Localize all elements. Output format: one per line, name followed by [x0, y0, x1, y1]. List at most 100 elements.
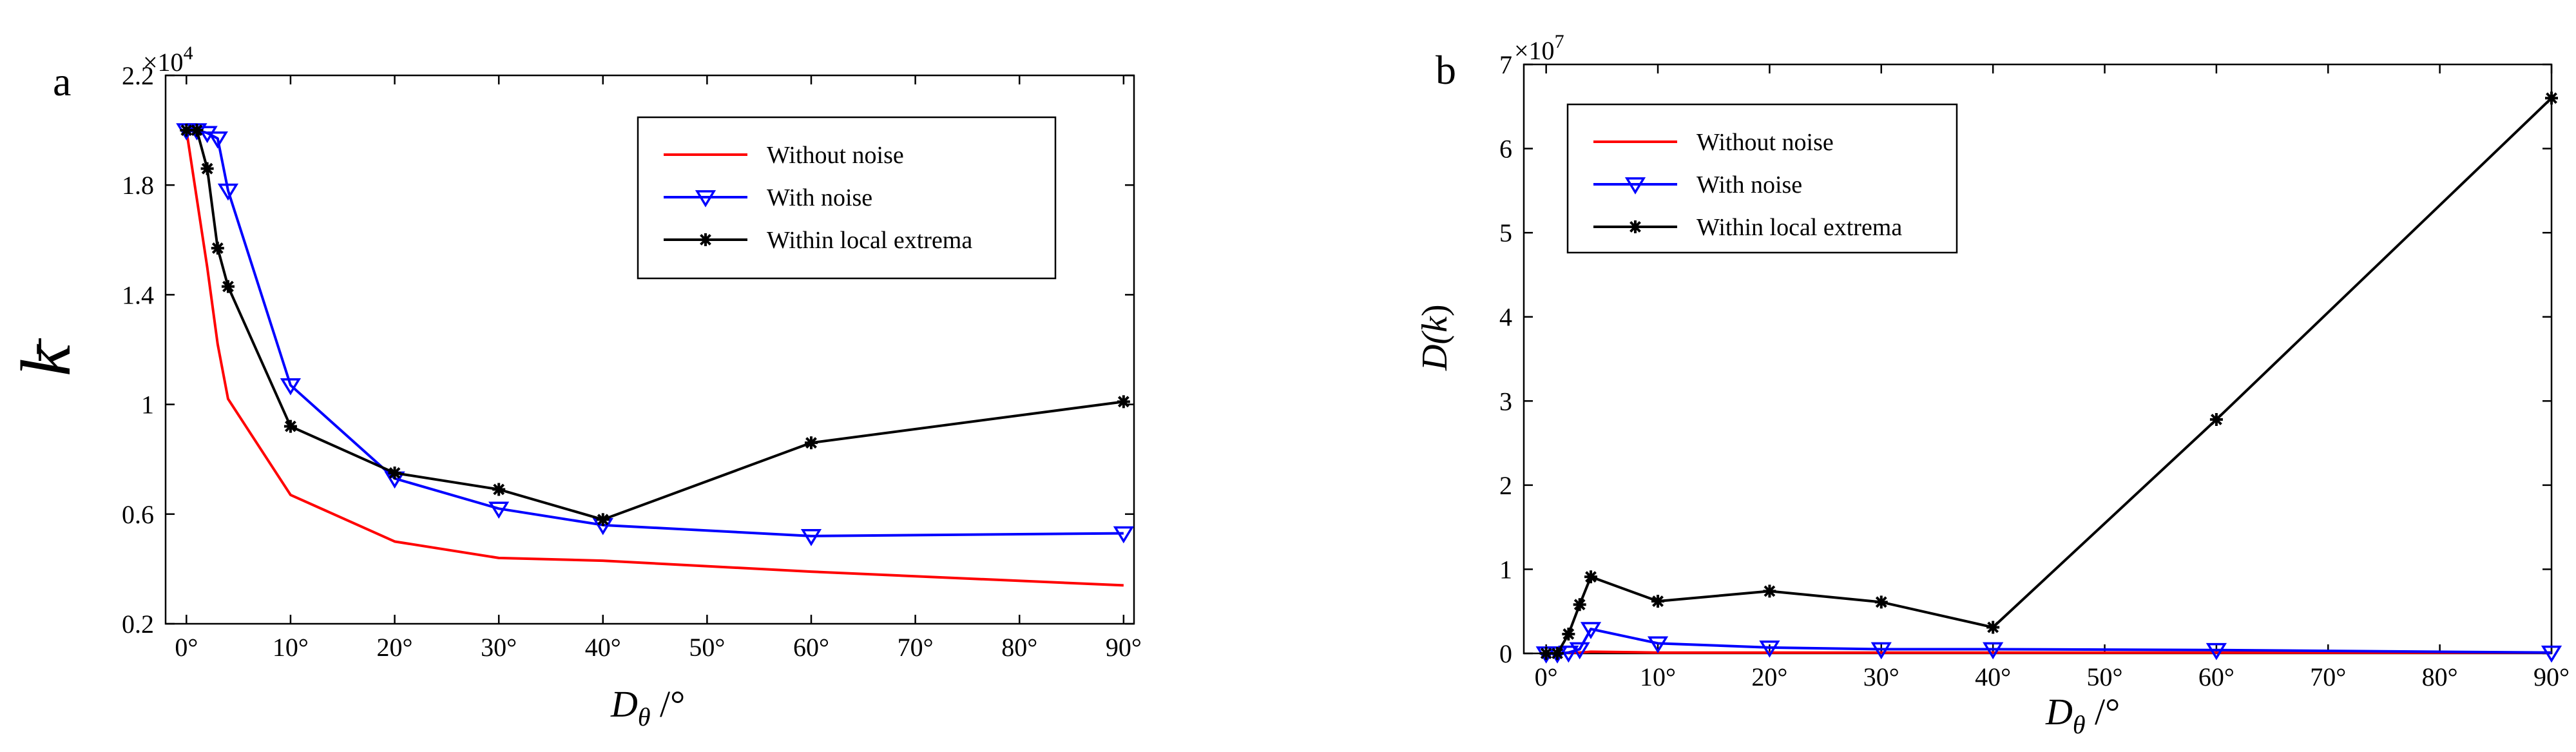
panel-b-data-point — [1983, 642, 2004, 660]
panel-b-x-tick-label: 60° — [2198, 662, 2235, 691]
panel-b-y-tick-label: 0 — [1499, 639, 1512, 668]
panel-b-x-tick-label: 80° — [2422, 662, 2458, 691]
panel-a-x-tick-label: 90° — [1106, 633, 1142, 662]
panel-b-xlabel: Dθ /° — [2045, 691, 2120, 739]
panel-a-ylabel: k — [6, 338, 85, 376]
panel-a-data-point — [388, 466, 401, 479]
panel-b-data-point — [1870, 642, 1892, 660]
panel-a-plot: 0° 10° 20° 30° 40° 50° 60° 70° 80° 90° 0.2 0.6 1 1.4 1… — [122, 61, 1142, 662]
panel-a-data-point — [1113, 526, 1134, 544]
panel-b-data-point — [1647, 636, 1669, 654]
panel-a-y-tick-label: 1.8 — [122, 171, 154, 200]
panel-a-x-tick-label: 80° — [1001, 633, 1037, 662]
panel-a-x-tick-label: 70° — [898, 633, 934, 662]
panel-a-x-tick-label: 10° — [273, 633, 309, 662]
panel-b-data-point — [1573, 598, 1586, 612]
panel-b-exponent-power: 7 — [1555, 31, 1564, 52]
panel-b-legend-entry: Within local extrema — [1593, 214, 1902, 241]
panel-b-data-point — [1562, 627, 1575, 641]
panel-a-x-tick-label: 40° — [585, 633, 621, 662]
panel-a-data-point — [190, 124, 204, 137]
panel-a-series-line — [185, 130, 1124, 587]
panel-b-data-point — [1539, 647, 1553, 660]
panel-b-data-point — [2209, 413, 2223, 427]
panel-b-data-point — [1986, 621, 2000, 634]
panel-a-data-point — [1117, 395, 1130, 409]
panel-b-data-point — [2545, 92, 2558, 105]
panel-a-legend-entry: Without noise — [664, 142, 904, 169]
panel-b-legend-entry: With noise — [1593, 171, 1802, 198]
panel-a-ylabel-text: k — [6, 343, 85, 376]
panel-a-label: a — [53, 59, 71, 104]
panel-b-x-tick-label: 70° — [2310, 662, 2346, 691]
panel-a-legend-entry: With noise — [664, 184, 872, 211]
panel-a-exponent-power: 4 — [184, 43, 193, 64]
panel-a-data-point — [284, 419, 297, 433]
panel-b-series-line — [1546, 628, 2552, 655]
panel-b-data-point — [1569, 642, 1590, 660]
panel-a-legend-entry: Within local extrema — [664, 227, 972, 254]
panel-b-x-tick-label: 90° — [2533, 662, 2570, 691]
panel-a-legend-marker — [695, 190, 716, 207]
panel-a-y-tick-label: 1 — [141, 390, 154, 419]
panel-b-legend-label: Within local extrema — [1697, 214, 1902, 241]
panel-a-data-point — [492, 483, 506, 496]
panel-b-data-point — [1874, 595, 1888, 609]
panel-a-data-point — [217, 183, 239, 201]
panel-b-y-tick-label: 1 — [1499, 555, 1512, 584]
panel-a-data-point — [200, 162, 214, 175]
panel-b-data-point — [2206, 642, 2227, 660]
panel-b-y-tick-label: 2 — [1499, 471, 1512, 500]
panel-b-x-tick-label: 40° — [1975, 662, 2011, 691]
panel-b-x-tick-label: 0° — [1535, 662, 1558, 691]
panel-b-x-tick-label: 50° — [2087, 662, 2123, 691]
panel-a-y-tick-label: 0.6 — [122, 500, 154, 529]
panel-b-data-point — [2541, 645, 2562, 663]
panel-b-legend-marker — [1624, 177, 1646, 195]
panel-a-axes-frame — [164, 74, 1135, 625]
panel-a-x-tick-label: 0° — [175, 633, 198, 662]
panel-a-legend-label: Without noise — [767, 142, 904, 169]
panel-b-data-point — [1551, 647, 1564, 660]
panel-a-data-point — [805, 436, 818, 450]
panel-a-legend-label: Within local extrema — [767, 227, 972, 254]
panel-b-y-tick-label: 3 — [1499, 387, 1512, 416]
panel-a-y-tick-label: 1.4 — [122, 280, 154, 309]
panel-a-data-point — [488, 501, 510, 519]
panel-b-data-point — [1759, 641, 1780, 658]
panel-a-x-tick-label: 60° — [793, 633, 829, 662]
panel-b-legend-marker — [1629, 220, 1642, 233]
panel-a-data-point — [207, 131, 228, 149]
panel-b-data-point — [1651, 595, 1665, 608]
panel-a-data-point — [221, 280, 235, 293]
panel-b-x-tick-label: 10° — [1640, 662, 1676, 691]
panel-b-legend-entry: Without noise — [1593, 129, 1834, 156]
panel-a-y-tick-label: 2.2 — [122, 61, 154, 90]
panel-b-label: b — [1436, 47, 1456, 93]
panel-b-exponent: ×107 — [1514, 31, 1564, 65]
panel-b-plot: 0° 10° 20° 30° 40° 50° 60° 70° 80° 90° 0 1 2 3 4 5 6 7 Wit… — [1499, 50, 2570, 691]
panel-a-legend-marker — [699, 233, 712, 246]
panel-b-y-tick-label: 4 — [1499, 303, 1512, 332]
panel-a-data-point — [211, 242, 224, 255]
panel-a-exponent: ×104 — [143, 43, 193, 77]
panel-b-ylabel: D(k) — [1415, 304, 1455, 371]
panel-b-data-point — [1558, 645, 1579, 663]
panel-a-x-tick-label: 30° — [481, 633, 517, 662]
panel-b-data-point — [1584, 570, 1598, 584]
panel-a-data-point — [280, 378, 302, 396]
panel-b-y-tick-label: 6 — [1499, 135, 1512, 164]
panel-a-series-line — [186, 129, 1124, 537]
panel-b-data-point — [1763, 584, 1776, 598]
panel-b-legend-label: Without noise — [1697, 129, 1834, 156]
panel-b-legend-label: With noise — [1697, 171, 1802, 198]
panel-b-y-tick-label: 5 — [1499, 218, 1512, 247]
panel-b-x-tick-label: 20° — [1751, 662, 1787, 691]
panel-a-data-point — [596, 513, 610, 526]
panel-a-xlabel: Dθ /° — [610, 683, 685, 731]
panel-b-x-tick-label: 30° — [1863, 662, 1899, 691]
panel-a-x-tick-label: 20° — [377, 633, 413, 662]
panel-b-data-point — [1580, 622, 1602, 639]
panel-a-legend-label: With noise — [767, 184, 872, 211]
